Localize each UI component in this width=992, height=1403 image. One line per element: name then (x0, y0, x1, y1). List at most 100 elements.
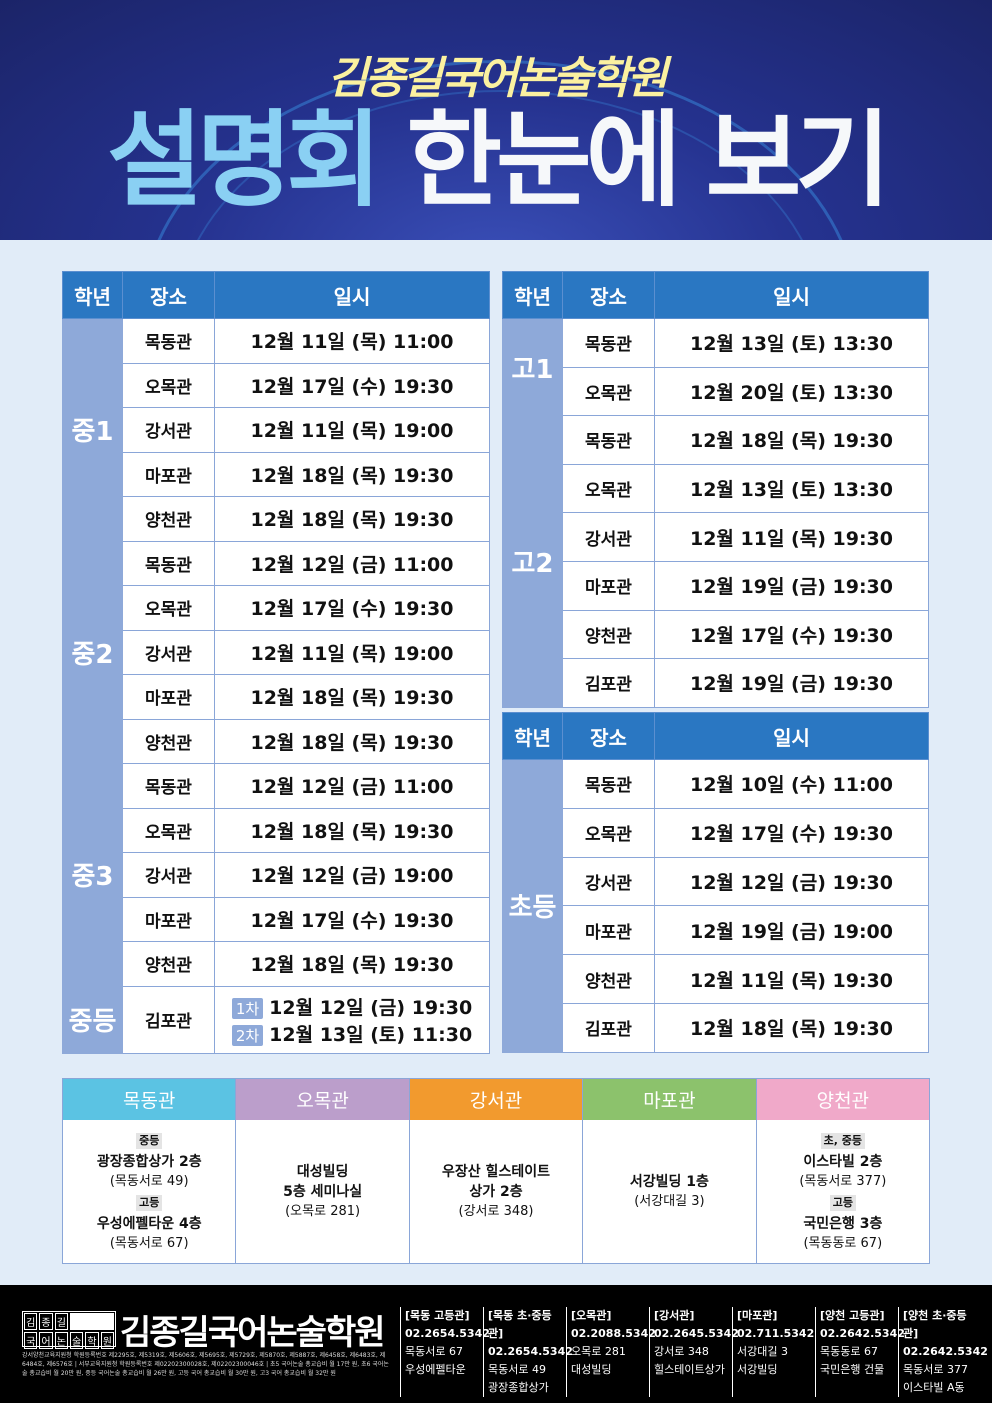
table-row: 중등 김포관 1차 12월 12일 (금) 19:30 2차 12월 13일 (토) 11… (62, 985, 490, 1054)
contact-phone: 02.2088.5342 (571, 1327, 656, 1340)
building-name: 대성빌딩 5층 세미나실 (283, 1163, 363, 1200)
building-name: 우성에펠타운 4층 (96, 1215, 202, 1232)
session-date: 12월 13일 (토) 11:30 (269, 1023, 473, 1046)
contact-phone: 02.2654.5342 (488, 1345, 573, 1358)
date-cell: 12월 11일 (목) 19:30 (654, 512, 929, 562)
date-cell: 12월 12일 (금) 19:00 (214, 852, 490, 898)
table-row: 마포관 12월 19일 (금) 19:00 (503, 905, 929, 956)
branch-contacts: [목동 고등관] 02.2654.5342 목동서로 67 우성에펠타운 [목동 초·중… (400, 1307, 988, 1397)
contact-addr: 목동서로 67 (405, 1345, 463, 1358)
contact-phone: 02.2645.5342 (654, 1327, 739, 1340)
column-header-place: 장소 (562, 271, 655, 319)
address: (목동동로 67) (803, 1235, 883, 1251)
date-cell: 12월 18일 (목) 19:30 (214, 496, 490, 542)
logo-blank (69, 1313, 114, 1330)
contact-addr: 목동서로 49 (488, 1363, 546, 1376)
logo-char: 어 (39, 1332, 53, 1349)
place-cell: 양천관 (122, 941, 215, 987)
footer-academy-name: 김종길국어논술학원 (120, 1313, 386, 1353)
contact-name: [양천 초·중등관] (903, 1309, 967, 1340)
header-row: 학년 장소 일시 (502, 712, 929, 760)
branch-contact: [목동 초·중등관] 02.2654.5342 목동서로 49 광장종합상가 (483, 1307, 573, 1397)
building-name: 국민은행 3층 (803, 1215, 883, 1232)
level-label: 고등 (829, 1194, 856, 1211)
contact-name: [목동 초·중등관] (488, 1309, 552, 1340)
table-row: 강서관 12월 11일 (목) 19:30 (503, 512, 929, 562)
place-cell: 목동관 (122, 540, 215, 586)
place-cell: 강서관 (122, 407, 215, 453)
date-cell: 12월 11일 (목) 19:30 (654, 954, 929, 1004)
building-name: 서강빌딩 1층 (629, 1173, 709, 1190)
date-cell: 12월 12일 (금) 11:00 (214, 763, 490, 809)
date-cell: 12월 18일 (목) 19:30 (214, 451, 490, 497)
address: (목동서로 377) (799, 1173, 887, 1189)
contact-phone: 02.2642.5342 (820, 1327, 905, 1340)
place-cell: 강서관 (562, 512, 655, 562)
date-cell: 1차 12월 12일 (금) 19:30 2차 12월 13일 (토) 11:30 (214, 985, 490, 1054)
address: (목동서로 49) (109, 1173, 189, 1189)
table-row: 양천관 12월 18일 (목) 19:30 (63, 496, 490, 542)
contact-name: [양천 고등관] (820, 1309, 885, 1322)
table-row: 중3 목동관 12월 12일 (금) 11:00 (62, 763, 490, 987)
date-cell: 12월 19일 (금) 19:30 (654, 658, 929, 708)
logo-char: 원 (100, 1332, 114, 1349)
branch-contact: [양천 고등관] 02.2642.5342 목동동로 67 국민은행 건물 (815, 1307, 905, 1397)
location-name: 마포관 (583, 1079, 756, 1120)
session-line: 1차 12월 12일 (금) 19:30 (215, 993, 489, 1020)
date-cell: 12월 12일 (금) 19:30 (654, 856, 929, 907)
branch-contact: [오목관] 02.2088.5342 오목로 281 대성빌딩 (566, 1307, 656, 1397)
place-cell: 김포관 (562, 658, 655, 708)
contact-bldg: 힐스테이트상가 (654, 1363, 725, 1376)
grade-cell: 중등 (62, 985, 123, 1054)
logo-char: 김 (24, 1313, 38, 1330)
contact-addr: 강서로 348 (654, 1345, 709, 1358)
location-column: 양천관 초, 중등 이스타빌 2층 (목동서로 377) 고등 국민은행 3층 (목동동로 … (756, 1079, 930, 1263)
grade-cell: 고2 (502, 415, 563, 708)
branch-contact: [마포관] 02.711.5342 서강대길 3 서강빌딩 (732, 1307, 815, 1397)
place-cell: 목동관 (122, 763, 215, 809)
location-column: 목동관 중등 광장종합상가 2층 (목동서로 49) 고등 우성에펠타운 4층 (목동서로 … (63, 1079, 237, 1263)
date-cell: 12월 18일 (목) 19:30 (214, 718, 490, 764)
table-row: 오목관 12월 17일 (수) 19:30 (503, 807, 929, 858)
column-header-grade: 학년 (62, 271, 123, 319)
table-row: 양천관 12월 18일 (목) 19:30 (63, 941, 490, 987)
contact-addr: 목동동로 67 (820, 1345, 878, 1358)
contact-bldg: 이스타빌 A동 (903, 1381, 965, 1394)
grade-cell: 고1 (502, 317, 563, 417)
place-cell: 양천관 (122, 496, 215, 542)
date-cell: 12월 11일 (목) 19:00 (214, 407, 490, 453)
level-label: 초, 중등 (820, 1132, 866, 1149)
session-tag: 2차 (231, 1024, 264, 1046)
table-row: 중2 목동관 12월 12일 (금) 11:00 (62, 540, 490, 764)
place-cell: 오목관 (562, 463, 655, 514)
contact-phone: 02.2642.5342 (903, 1345, 988, 1358)
address: (오목로 281) (285, 1203, 361, 1219)
contact-addr: 오목로 281 (571, 1345, 626, 1358)
location-name: 오목관 (236, 1079, 409, 1120)
table-row: 마포관 12월 18일 (목) 19:30 (63, 451, 490, 497)
session-date: 12월 12일 (금) 19:30 (269, 996, 473, 1019)
table-row: 마포관 12월 18일 (목) 19:30 (63, 674, 490, 720)
table-row: 고2 목동관 12월 18일 (목) 19:30 (502, 415, 929, 708)
place-cell: 목동관 (122, 318, 215, 364)
place-cell: 마포관 (562, 905, 655, 956)
column-header-date: 일시 (654, 712, 929, 760)
table-row: 양천관 12월 17일 (수) 19:30 (503, 609, 929, 660)
location-name: 강서관 (409, 1079, 583, 1120)
place-cell: 마포관 (122, 674, 215, 720)
logo-char: 종 (39, 1313, 53, 1330)
date-cell: 12월 13일 (토) 13:30 (654, 318, 929, 368)
date-cell: 12월 19일 (금) 19:00 (654, 905, 929, 956)
contact-name: [마포관] (737, 1309, 778, 1322)
date-cell: 12월 13일 (토) 13:30 (654, 463, 929, 514)
contact-bldg: 국민은행 건물 (820, 1363, 885, 1376)
place-cell: 오목관 (562, 807, 655, 858)
place-cell: 양천관 (562, 609, 655, 660)
building-name: 광장종합상가 2층 (96, 1153, 202, 1170)
date-cell: 12월 17일 (수) 19:30 (654, 609, 929, 660)
grade-cell: 중1 (62, 318, 123, 542)
contact-name: [강서관] (654, 1309, 695, 1322)
